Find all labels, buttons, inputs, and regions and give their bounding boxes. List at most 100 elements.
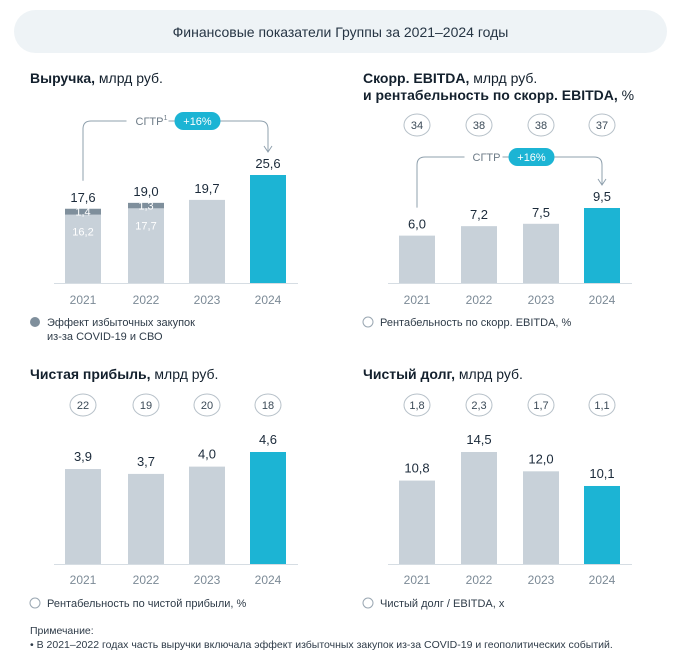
net_profit-tick-2022: 2022 — [133, 573, 160, 587]
footnote-heading: Примечание: — [30, 625, 94, 637]
revenue-value-label-2023: 19,7 — [194, 181, 219, 196]
revenue-effect-label-2022: 1,3 — [138, 201, 153, 213]
net_profit-oval-label-2022: 19 — [140, 400, 152, 412]
net_debt-legend-text: Чистый долг / EBITDA, x — [380, 598, 505, 610]
net_profit-legend-circle-icon — [29, 597, 41, 609]
ebitda-title-bold: Скорр. EBITDA, — [363, 70, 470, 86]
ebitda-value-label-2021: 6,0 — [408, 217, 426, 232]
revenue-legend-dot-icon — [30, 317, 40, 327]
net_profit-oval-2024 — [254, 393, 282, 417]
net_profit-tick-2023: 2023 — [194, 573, 221, 587]
ebitda-value-label-2022: 7,2 — [470, 207, 488, 222]
revenue-value-label-2021: 17,6 — [70, 190, 95, 205]
charts-canvas: 1,416,217,620211,317,719,0202219,7202325… — [29, 112, 632, 610]
net_debt-tick-2021: 2021 — [404, 573, 431, 587]
ebitda-oval-label-2021: 34 — [411, 120, 423, 132]
net_debt-bar-2024 — [584, 485, 620, 564]
net_profit-tick-2024: 2024 — [255, 573, 282, 587]
revenue-value-label-2022: 19,0 — [133, 184, 158, 199]
revenue-value-label-2024: 25,6 — [255, 156, 280, 171]
net_debt-bar-2021 — [399, 480, 435, 564]
ebitda-cagr-value: +16% — [517, 152, 546, 164]
revenue-title-unit: млрд руб. — [95, 70, 163, 86]
revenue-effect-label-2021: 1,4 — [75, 207, 90, 219]
ebitda-oval-2022 — [465, 113, 493, 137]
net_debt-oval-2022 — [465, 393, 493, 417]
ebitda-oval-label-2023: 38 — [535, 120, 547, 132]
net_profit-bar-2021 — [65, 469, 101, 564]
net_debt-oval-label-2024: 1,1 — [594, 400, 609, 412]
revenue-bar-2024 — [250, 175, 286, 283]
ebitda-legend-text: Рентабельность по скорр. EBITDA, % — [380, 317, 572, 329]
ebitda-oval-label-2024: 37 — [596, 120, 608, 132]
net_debt-bar-2022 — [461, 452, 497, 564]
ebitda-value-label-2023: 7,5 — [532, 205, 550, 220]
ebitda-tick-2024: 2024 — [589, 293, 616, 307]
net_profit-oval-label-2023: 20 — [201, 400, 213, 412]
net_debt-oval-2021 — [403, 393, 431, 417]
net-profit-title-bold: Чистая прибыль, — [30, 366, 151, 382]
net-profit-title: Чистая прибыль, млрд руб. — [30, 366, 218, 383]
revenue-bar-effect-2021 — [65, 208, 101, 215]
ebitda-oval-2021 — [403, 113, 431, 137]
revenue-bar-base-2022 — [128, 208, 164, 283]
ebitda-bar-2021 — [399, 235, 435, 283]
footnote-text: • В 2021–2022 годах часть выручки включа… — [30, 639, 613, 651]
revenue-bar-2023 — [189, 199, 225, 283]
revenue-base-label-2022: 17,7 — [135, 220, 156, 232]
ebitda-cagr-label-bg — [464, 148, 503, 166]
revenue-legend-text-line2: из-за COVID-19 и СВО — [47, 331, 163, 343]
net_debt-oval-label-2021: 1,8 — [409, 400, 424, 412]
ebitda-bar-2024 — [584, 208, 620, 283]
net-debt-title-bold: Чистый долг, — [363, 366, 456, 382]
net_debt-value-label-2021: 10,8 — [404, 461, 429, 476]
revenue-cagr-superscript: 1 — [164, 115, 168, 122]
net_profit-value-label-2022: 3,7 — [137, 454, 155, 469]
net_debt-value-label-2024: 10,1 — [589, 466, 614, 481]
net_debt-legend-circle-icon — [362, 597, 374, 609]
ebitda-oval-label-2022: 38 — [473, 120, 485, 132]
net-debt-title: Чистый долг, млрд руб. — [363, 366, 523, 383]
ebitda-legend-circle-icon — [362, 316, 374, 328]
revenue-bar-base-2021 — [65, 214, 101, 283]
net_debt-tick-2024: 2024 — [589, 573, 616, 587]
ebitda-title: Скорр. EBITDA, млрд руб. и рентабельност… — [363, 70, 634, 104]
net_profit-oval-label-2024: 18 — [262, 400, 274, 412]
ebitda-cagr-label: СГТР — [473, 152, 501, 164]
net_debt-tick-2023: 2023 — [528, 573, 555, 587]
footnote: Примечание: • В 2021–2022 годах часть вы… — [30, 624, 670, 652]
revenue-tick-2022: 2022 — [133, 293, 160, 307]
revenue-tick-2023: 2023 — [194, 293, 221, 307]
revenue-bar-effect-2022 — [128, 202, 164, 209]
net_profit-legend-text: Рентабельность по чистой прибыли, % — [47, 598, 247, 610]
ebitda-bar-2022 — [461, 226, 497, 283]
ebitda-tick-2023: 2023 — [528, 293, 555, 307]
net_profit-bar-2023 — [189, 466, 225, 564]
revenue-cagr-pill — [174, 112, 221, 130]
revenue-cagr-label: СГТР — [136, 116, 164, 128]
net_profit-value-label-2023: 4,0 — [198, 447, 216, 462]
ebitda-bar-2023 — [523, 223, 559, 283]
net_profit-tick-2021: 2021 — [70, 573, 97, 587]
net_profit-oval-2022 — [132, 393, 160, 417]
ebitda-title-line2-bold: и рентабельность по скорр. EBITDA, — [363, 87, 618, 103]
revenue-cagr-value: +16% — [183, 116, 212, 128]
revenue-title: Выручка, млрд руб. — [30, 70, 163, 87]
net_debt-oval-label-2022: 2,3 — [471, 400, 486, 412]
revenue-cagr-connector — [82, 120, 269, 181]
net_debt-tick-2022: 2022 — [466, 573, 493, 587]
page-header: Финансовые показатели Группы за 2021–202… — [14, 10, 667, 53]
net_profit-value-label-2021: 3,9 — [74, 449, 92, 464]
ebitda-oval-2023 — [527, 113, 555, 137]
net_profit-oval-2021 — [69, 393, 97, 417]
footnote-body: В 2021–2022 годах часть выручки включала… — [36, 639, 613, 651]
net_profit-oval-label-2021: 22 — [77, 400, 89, 412]
ebitda-tick-2022: 2022 — [466, 293, 493, 307]
revenue-legend-text-line1: Эффект избыточных закупок — [47, 317, 195, 329]
ebitda-oval-2024 — [588, 113, 616, 137]
net_profit-oval-2023 — [193, 393, 221, 417]
revenue-tick-2024: 2024 — [255, 293, 282, 307]
net_debt-oval-2023 — [527, 393, 555, 417]
net_debt-oval-2024 — [588, 393, 616, 417]
